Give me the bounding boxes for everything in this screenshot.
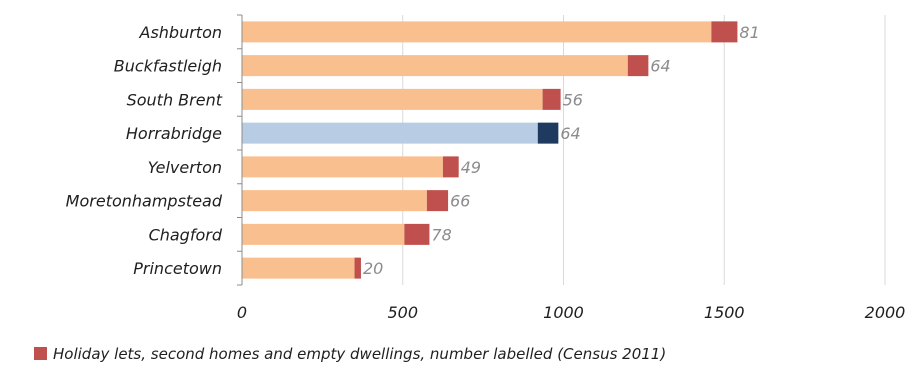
x-tick-label: 0: [237, 303, 247, 322]
category-label: Horrabridge: [126, 124, 222, 143]
bar-base-south-brent: [242, 88, 543, 110]
bar-holiday-lets-princetown: [354, 257, 361, 279]
category-label: Chagford: [149, 225, 223, 244]
category-label: Ashburton: [139, 23, 223, 42]
category-label: Moretonhampstead: [66, 192, 223, 211]
bar-base-princetown: [242, 257, 355, 279]
bar-holiday-lets-buckfastleigh: [627, 55, 649, 77]
data-label: 64: [650, 57, 670, 76]
data-label: 20: [363, 259, 383, 278]
bar-base-moretonhampstead: [242, 190, 427, 212]
bar-base-yelverton: [242, 156, 443, 178]
data-label: 66: [450, 192, 470, 211]
legend: Holiday lets, second homes and empty dwe…: [34, 345, 666, 363]
x-tick-label: 1000: [543, 303, 584, 322]
bar-base-buckfastleigh: [242, 55, 628, 77]
bar-holiday-lets-ashburton: [711, 21, 738, 43]
bar-base-chagford: [242, 223, 405, 245]
x-tick-labels: 0 500 1000 1500 2000: [237, 303, 905, 322]
category-label: Princetown: [133, 259, 222, 278]
bars: [242, 21, 738, 279]
category-label: Yelverton: [148, 158, 222, 177]
category-label: Buckfastleigh: [114, 57, 222, 76]
legend-swatch: [34, 347, 47, 360]
data-label: 49: [461, 158, 481, 177]
bar-base-ashburton: [242, 21, 712, 43]
x-tick-label: 500: [387, 303, 418, 322]
bar-holiday-lets-south-brent: [542, 88, 561, 110]
category-label: South Brent: [127, 90, 223, 109]
data-label: 81: [739, 23, 759, 42]
bar-holiday-lets-yelverton: [442, 156, 459, 178]
axes: [237, 14, 243, 286]
data-labels: 81 64 56 64 49 66 78 20: [363, 23, 760, 278]
data-label: 56: [563, 90, 583, 109]
bar-holiday-lets-chagford: [404, 223, 430, 245]
data-label: 64: [560, 124, 580, 143]
category-labels: Ashburton Buckfastleigh South Brent Horrabr…: [66, 23, 223, 278]
x-tick-label: 1500: [704, 303, 745, 322]
x-tick-label: 2000: [865, 303, 906, 322]
bar-holiday-lets-moretonhampstead: [426, 190, 449, 212]
bar-holiday-lets-horrabridge: [537, 122, 559, 144]
bar-base-horrabridge: [242, 122, 538, 144]
data-label: 78: [431, 225, 451, 244]
legend-label: Holiday lets, second homes and empty dwe…: [53, 345, 666, 363]
